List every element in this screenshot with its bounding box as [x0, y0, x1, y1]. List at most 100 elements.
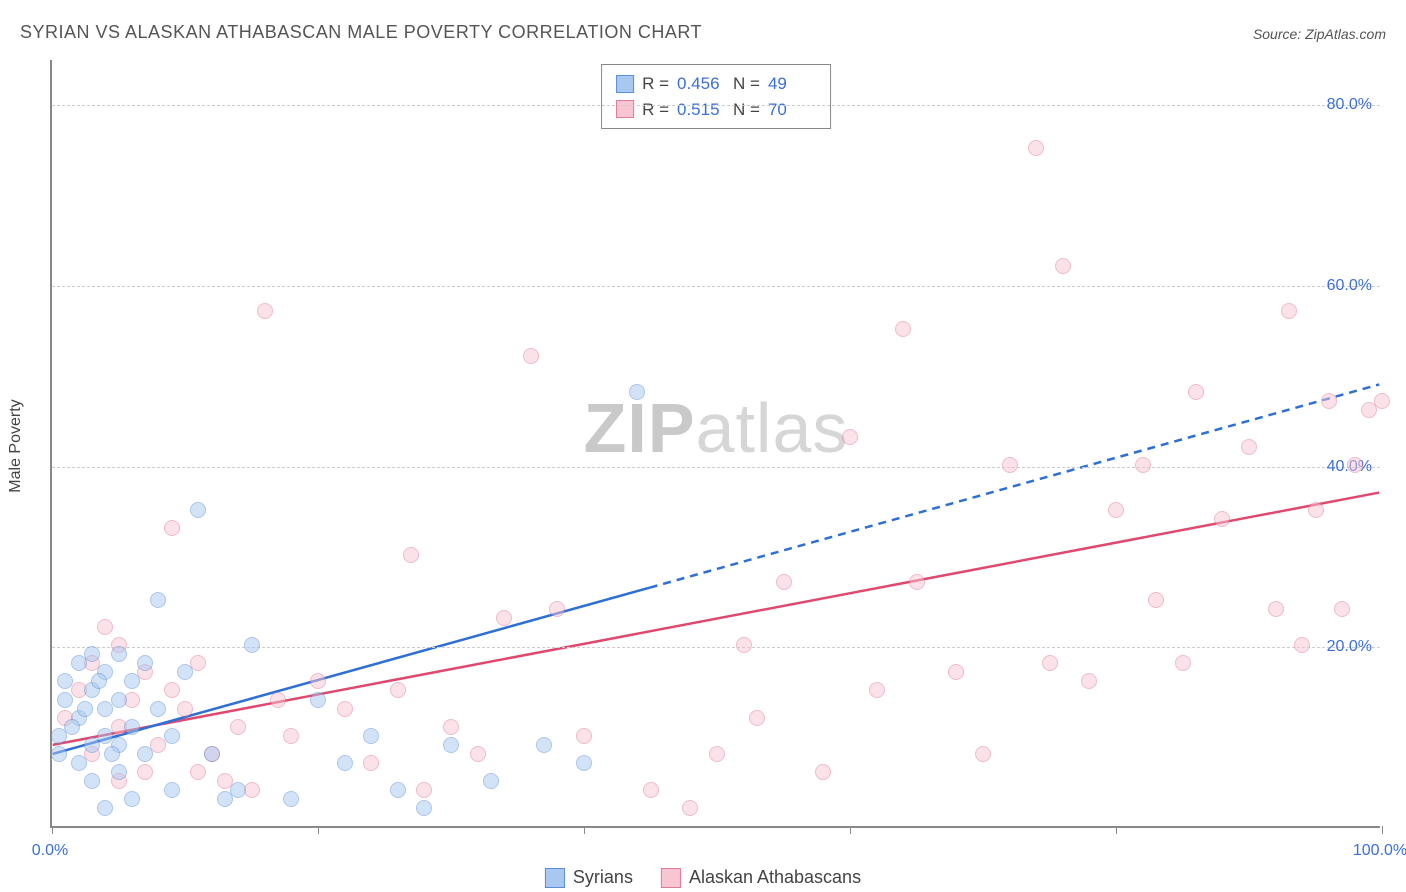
- data-point-athabascan: [1175, 655, 1191, 671]
- legend: Syrians Alaskan Athabascans: [545, 867, 861, 888]
- data-point-athabascan: [1334, 601, 1350, 617]
- data-point-athabascan: [270, 692, 286, 708]
- data-point-athabascan: [1214, 511, 1230, 527]
- legend-item-syrians: Syrians: [545, 867, 633, 888]
- data-point-syrian: [124, 791, 140, 807]
- data-point-athabascan: [736, 637, 752, 653]
- data-point-athabascan: [1294, 637, 1310, 653]
- data-point-syrian: [337, 755, 353, 771]
- data-point-athabascan: [1281, 303, 1297, 319]
- data-point-athabascan: [1148, 592, 1164, 608]
- data-point-athabascan: [749, 710, 765, 726]
- data-point-athabascan: [137, 764, 153, 780]
- data-point-syrian: [124, 719, 140, 735]
- correlation-stats-box: R = 0.456 N = 49 R = 0.515 N = 70: [601, 64, 831, 129]
- watermark: ZIPatlas: [584, 388, 849, 468]
- data-point-syrian: [204, 746, 220, 762]
- data-point-athabascan: [1055, 258, 1071, 274]
- chart-container: SYRIAN VS ALASKAN ATHABASCAN MALE POVERT…: [0, 0, 1406, 892]
- data-point-syrian: [283, 791, 299, 807]
- data-point-athabascan: [1308, 502, 1324, 518]
- data-point-athabascan: [869, 682, 885, 698]
- data-point-syrian: [64, 719, 80, 735]
- data-point-athabascan: [443, 719, 459, 735]
- data-point-athabascan: [164, 520, 180, 536]
- trend-lines: [52, 60, 1380, 826]
- stats-row-athabascans: R = 0.515 N = 70: [616, 97, 816, 123]
- data-point-athabascan: [190, 764, 206, 780]
- data-point-athabascan: [283, 728, 299, 744]
- grid-line: [52, 286, 1380, 287]
- data-point-syrian: [310, 692, 326, 708]
- data-point-syrian: [230, 782, 246, 798]
- data-point-athabascan: [948, 664, 964, 680]
- data-point-syrian: [244, 637, 260, 653]
- data-point-syrian: [104, 746, 120, 762]
- data-point-syrian: [190, 502, 206, 518]
- data-point-athabascan: [523, 348, 539, 364]
- legend-label-athabascans: Alaskan Athabascans: [689, 867, 861, 888]
- data-point-athabascan: [1241, 439, 1257, 455]
- data-point-athabascan: [177, 701, 193, 717]
- data-point-syrian: [150, 701, 166, 717]
- data-point-syrian: [111, 764, 127, 780]
- data-point-athabascan: [310, 673, 326, 689]
- data-point-athabascan: [1002, 457, 1018, 473]
- data-point-athabascan: [1028, 140, 1044, 156]
- data-point-syrian: [483, 773, 499, 789]
- data-point-syrian: [111, 646, 127, 662]
- syrians-legend-swatch-icon: [545, 868, 565, 888]
- data-point-athabascan: [363, 755, 379, 771]
- data-point-syrian: [164, 728, 180, 744]
- x-tick: [52, 826, 53, 834]
- data-point-athabascan: [230, 719, 246, 735]
- data-point-athabascan: [909, 574, 925, 590]
- x-tick: [850, 826, 851, 834]
- x-tick-label: 100.0%: [1353, 842, 1406, 860]
- data-point-athabascan: [1374, 393, 1390, 409]
- data-point-syrian: [111, 692, 127, 708]
- data-point-athabascan: [1347, 457, 1363, 473]
- data-point-athabascan: [975, 746, 991, 762]
- data-point-athabascan: [190, 655, 206, 671]
- data-point-athabascan: [1135, 457, 1151, 473]
- data-point-syrian: [390, 782, 406, 798]
- x-tick-label: 0.0%: [32, 842, 68, 860]
- data-point-athabascan: [164, 682, 180, 698]
- data-point-athabascan: [403, 547, 419, 563]
- data-point-syrian: [51, 746, 67, 762]
- grid-line: [52, 105, 1380, 106]
- data-point-athabascan: [709, 746, 725, 762]
- athabascans-legend-swatch-icon: [661, 868, 681, 888]
- data-point-syrian: [71, 755, 87, 771]
- y-tick-label: 60.0%: [1327, 277, 1372, 295]
- data-point-athabascan: [1268, 601, 1284, 617]
- data-point-syrian: [124, 673, 140, 689]
- data-point-syrian: [84, 646, 100, 662]
- stats-row-syrians: R = 0.456 N = 49: [616, 71, 816, 97]
- data-point-syrian: [443, 737, 459, 753]
- data-point-athabascan: [643, 782, 659, 798]
- data-point-athabascan: [895, 321, 911, 337]
- data-point-athabascan: [682, 800, 698, 816]
- y-tick-label: 80.0%: [1327, 96, 1372, 114]
- source-attribution: Source: ZipAtlas.com: [1253, 26, 1386, 42]
- data-point-syrian: [57, 692, 73, 708]
- data-point-athabascan: [496, 610, 512, 626]
- data-point-athabascan: [390, 682, 406, 698]
- data-point-athabascan: [1188, 384, 1204, 400]
- plot-area: ZIPatlas R = 0.456 N = 49 R = 0.515 N = …: [50, 60, 1380, 828]
- data-point-syrian: [363, 728, 379, 744]
- x-tick: [1382, 826, 1383, 834]
- data-point-athabascan: [470, 746, 486, 762]
- x-tick: [584, 826, 585, 834]
- data-point-syrian: [137, 746, 153, 762]
- data-point-athabascan: [549, 601, 565, 617]
- data-point-syrian: [164, 782, 180, 798]
- data-point-syrian: [536, 737, 552, 753]
- x-tick: [1116, 826, 1117, 834]
- data-point-syrian: [84, 773, 100, 789]
- data-point-athabascan: [1042, 655, 1058, 671]
- legend-label-syrians: Syrians: [573, 867, 633, 888]
- data-point-athabascan: [842, 429, 858, 445]
